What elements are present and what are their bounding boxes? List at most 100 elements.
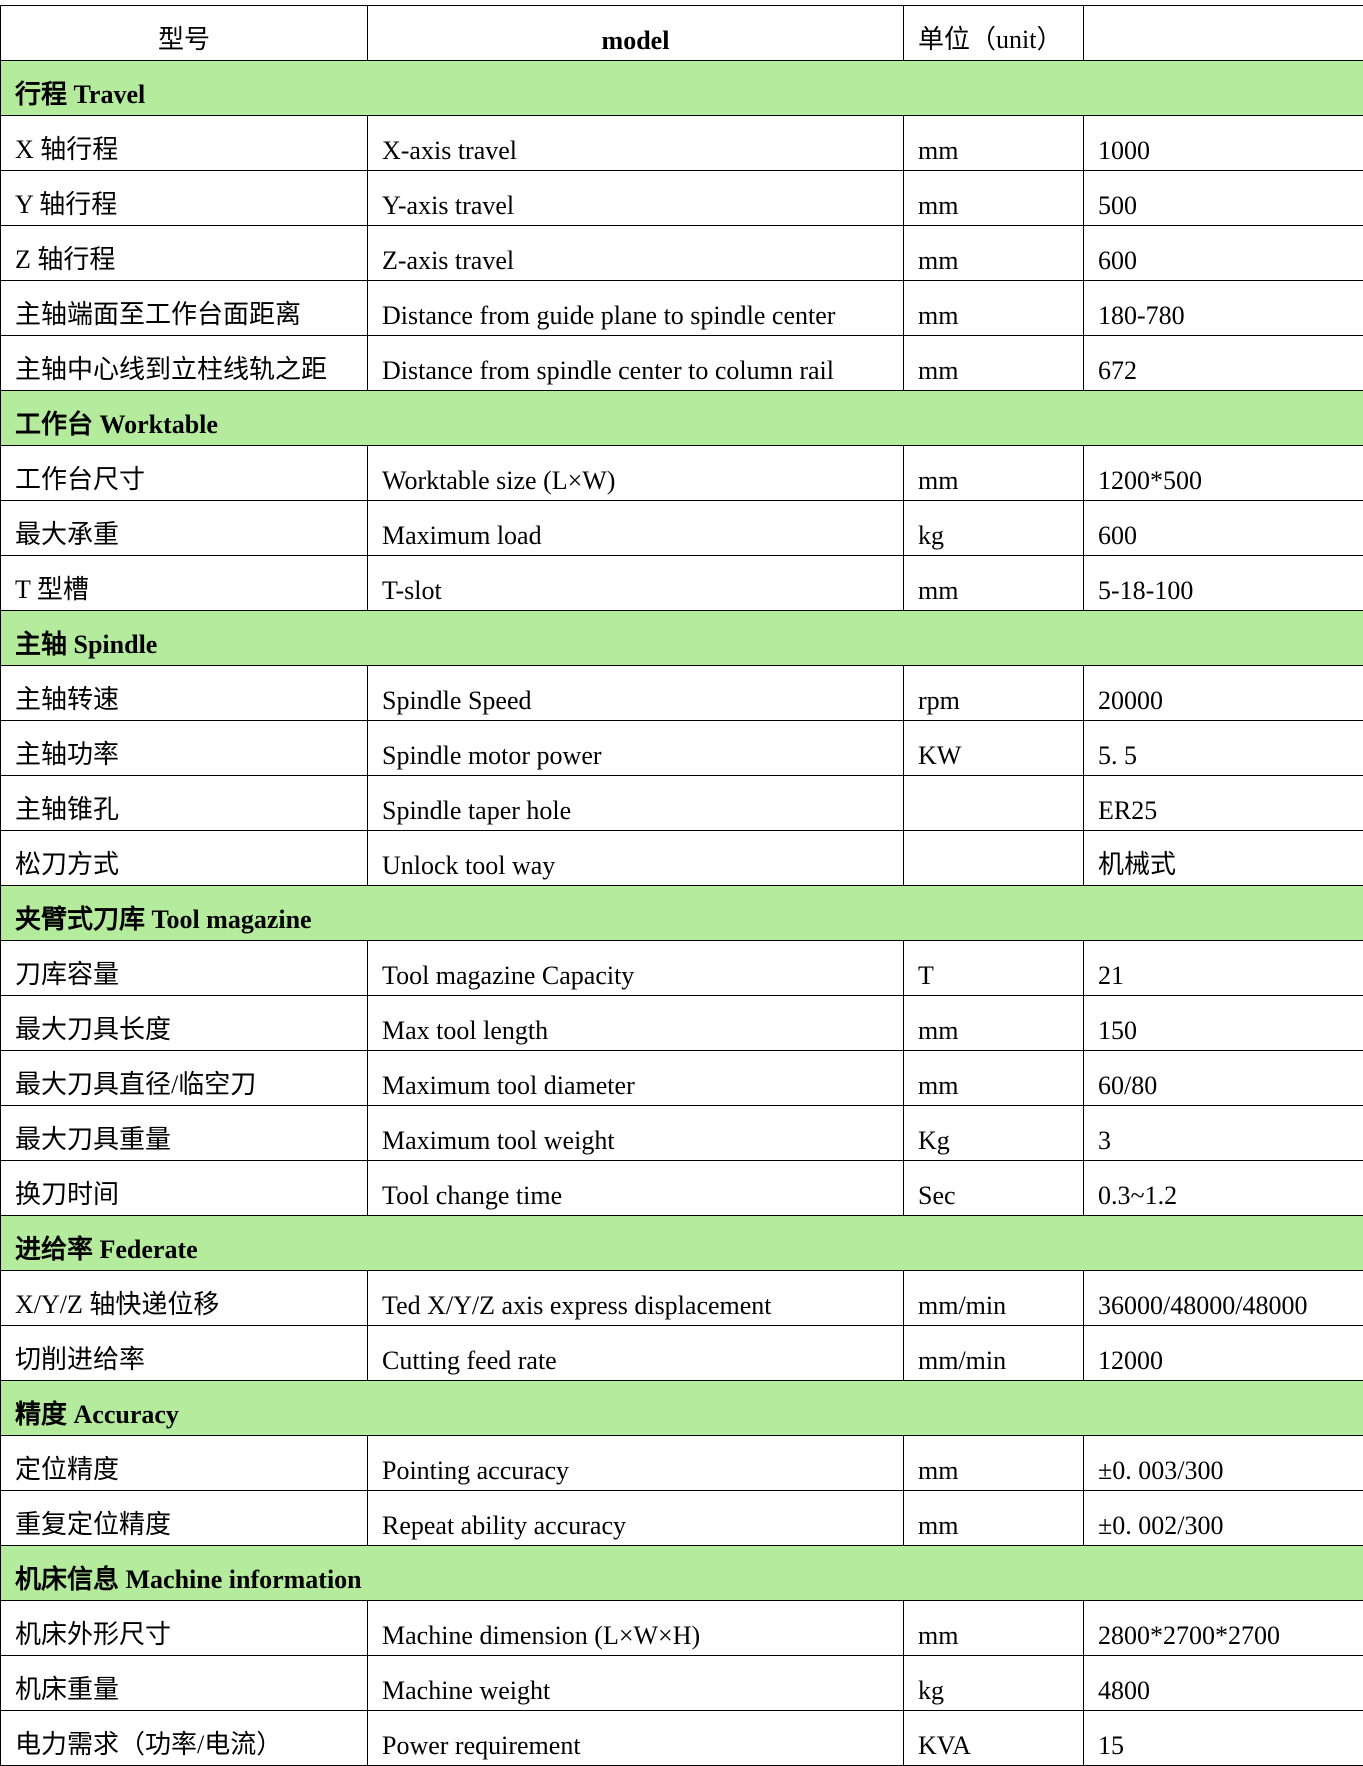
section-title: 行程 Travel [1, 61, 1363, 116]
cell-cn: 刀库容量 [1, 941, 368, 996]
cell-en: Distance from guide plane to spindle cen… [368, 281, 904, 336]
cell-unit: mm [904, 1051, 1084, 1106]
cell-en: Max tool length [368, 996, 904, 1051]
cell-en: Tool change time [368, 1161, 904, 1216]
cell-unit: KW [904, 721, 1084, 776]
section-title: 机床信息 Machine information [1, 1546, 1363, 1601]
cell-cn: 定位精度 [1, 1436, 368, 1491]
cell-unit: mm [904, 1436, 1084, 1491]
cell-en: Machine weight [368, 1656, 904, 1711]
section-title: 夹臂式刀库 Tool magazine [1, 886, 1363, 941]
cell-value: 150 [1084, 996, 1363, 1051]
cell-en: Z-axis travel [368, 226, 904, 281]
section-header: 精度 Accuracy [1, 1381, 1363, 1436]
section-title: 工作台 Worktable [1, 391, 1363, 446]
section-title: 主轴 Spindle [1, 611, 1363, 666]
cell-cn: 换刀时间 [1, 1161, 368, 1216]
cell-en: Maximum load [368, 501, 904, 556]
section-header: 夹臂式刀库 Tool magazine [1, 886, 1363, 941]
cell-value: ±0. 002/300 [1084, 1491, 1363, 1546]
cell-value: 0.3~1.2 [1084, 1161, 1363, 1216]
cell-cn: 主轴功率 [1, 721, 368, 776]
cell-en: Machine dimension (L×W×H) [368, 1601, 904, 1656]
cell-cn: 主轴锥孔 [1, 776, 368, 831]
cell-value: 60/80 [1084, 1051, 1363, 1106]
cell-cn: X/Y/Z 轴快递位移 [1, 1271, 368, 1326]
cell-en: Cutting feed rate [368, 1326, 904, 1381]
cell-en: Maximum tool weight [368, 1106, 904, 1161]
cell-en: Distance from spindle center to column r… [368, 336, 904, 391]
cell-value: 36000/48000/48000 [1084, 1271, 1363, 1326]
cell-cn: 切削进给率 [1, 1326, 368, 1381]
cell-cn: 机床外形尺寸 [1, 1601, 368, 1656]
cell-cn: 最大承重 [1, 501, 368, 556]
cell-en: Spindle motor power [368, 721, 904, 776]
cell-en: X-axis travel [368, 116, 904, 171]
cell-value: 1200*500 [1084, 446, 1363, 501]
cell-unit: T [904, 941, 1084, 996]
cell-en: T-slot [368, 556, 904, 611]
cell-unit: mm [904, 1601, 1084, 1656]
cell-unit [904, 776, 1084, 831]
cell-cn: 主轴端面至工作台面距离 [1, 281, 368, 336]
cell-value: 1000 [1084, 116, 1363, 171]
cell-unit: mm [904, 1491, 1084, 1546]
section-title: 进给率 Federate [1, 1216, 1363, 1271]
cell-en: Spindle taper hole [368, 776, 904, 831]
cell-cn: 主轴中心线到立柱线轨之距 [1, 336, 368, 391]
cell-unit: mm [904, 116, 1084, 171]
cell-value: 12000 [1084, 1326, 1363, 1381]
cell-cn: Z 轴行程 [1, 226, 368, 281]
cell-value: 3 [1084, 1106, 1363, 1161]
cell-cn: X 轴行程 [1, 116, 368, 171]
cell-value: 4800 [1084, 1656, 1363, 1711]
section-header: 进给率 Federate [1, 1216, 1363, 1271]
cell-value: ER25 [1084, 776, 1363, 831]
cell-unit: mm/min [904, 1326, 1084, 1381]
cell-value: 5-18-100 [1084, 556, 1363, 611]
cell-cn: 工作台尺寸 [1, 446, 368, 501]
cell-cn: 重复定位精度 [1, 1491, 368, 1546]
cell-unit: mm [904, 996, 1084, 1051]
cell-unit: KVA [904, 1711, 1084, 1766]
cell-unit: mm [904, 336, 1084, 391]
section-header: 行程 Travel [1, 61, 1363, 116]
cell-unit: kg [904, 501, 1084, 556]
cell-cn: T 型槽 [1, 556, 368, 611]
cell-en: Repeat ability accuracy [368, 1491, 904, 1546]
cell-en: Worktable size (L×W) [368, 446, 904, 501]
cell-value: 600 [1084, 501, 1363, 556]
cell-en: Pointing accuracy [368, 1436, 904, 1491]
cell-value: 180-780 [1084, 281, 1363, 336]
cell-value: 15 [1084, 1711, 1363, 1766]
section-header: 工作台 Worktable [1, 391, 1363, 446]
header-model: model [368, 6, 904, 61]
cell-value: 机械式 [1084, 831, 1363, 886]
cell-unit: rpm [904, 666, 1084, 721]
cell-value: 600 [1084, 226, 1363, 281]
cell-unit: mm [904, 281, 1084, 336]
cell-en: Ted X/Y/Z axis express displacement [368, 1271, 904, 1326]
cell-cn: 主轴转速 [1, 666, 368, 721]
cell-unit: Sec [904, 1161, 1084, 1216]
cell-cn: 机床重量 [1, 1656, 368, 1711]
section-header: 机床信息 Machine information [1, 1546, 1363, 1601]
